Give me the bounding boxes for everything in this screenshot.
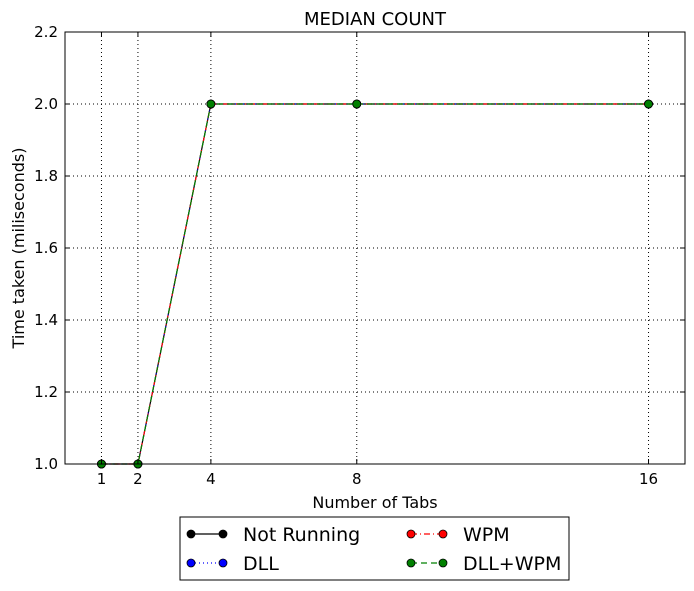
legend-item: DLL [186, 553, 279, 575]
series-line-not-running [101, 103, 649, 465]
legend-item: DLL+WPM [406, 553, 561, 575]
series-line-dll-wpm [101, 103, 649, 465]
data-point [352, 99, 362, 109]
legend-marker [218, 558, 228, 568]
legend-marker [406, 529, 416, 539]
data-point [644, 99, 653, 109]
legend-item: WPM [406, 524, 510, 546]
y-tick-label: 2.2 [34, 23, 58, 41]
axis-ticks: 1 2 4 8 16 1.0 1.2 1.4 1.6 1.8 2.0 2.2 [34, 23, 685, 488]
x-tick-label: 1 [97, 470, 107, 488]
y-axis-label: Time taken (miliseconds) [9, 148, 28, 350]
x-tick-label: 8 [352, 470, 362, 488]
data-point [206, 99, 216, 109]
legend-marker [406, 558, 416, 568]
y-tick-label: 1.2 [34, 383, 58, 401]
y-tick-label: 1.8 [34, 167, 58, 185]
legend-label: Not Running [243, 524, 360, 546]
x-tick-label: 16 [639, 470, 658, 488]
chart-title: MEDIAN COUNT [304, 9, 447, 30]
legend-marker [186, 529, 196, 539]
legend-label: DLL [243, 553, 279, 575]
legend-marker [438, 558, 448, 568]
legend-label: DLL+WPM [463, 553, 561, 575]
legend-marker [218, 529, 228, 539]
series-line-dll [101, 103, 649, 465]
y-tick-label: 2.0 [34, 95, 58, 113]
legend-label: WPM [463, 524, 510, 546]
legend-marker [186, 558, 196, 568]
grid-lines [65, 31, 685, 465]
y-tick-label: 1.4 [34, 311, 58, 329]
y-tick-label: 1.0 [34, 455, 58, 473]
series-line-wpm [101, 103, 649, 465]
x-tick-label: 4 [206, 470, 216, 488]
series-lines [97, 99, 653, 469]
x-tick-label: 2 [133, 470, 143, 488]
x-axis-label: Number of Tabs [312, 493, 437, 512]
y-tick-label: 1.6 [34, 239, 58, 257]
legend-marker [438, 529, 448, 539]
legend-item: Not Running [186, 524, 360, 546]
legend: Not Running DLL WPM DLL+WPM [179, 516, 570, 581]
legend-frame [179, 516, 570, 581]
